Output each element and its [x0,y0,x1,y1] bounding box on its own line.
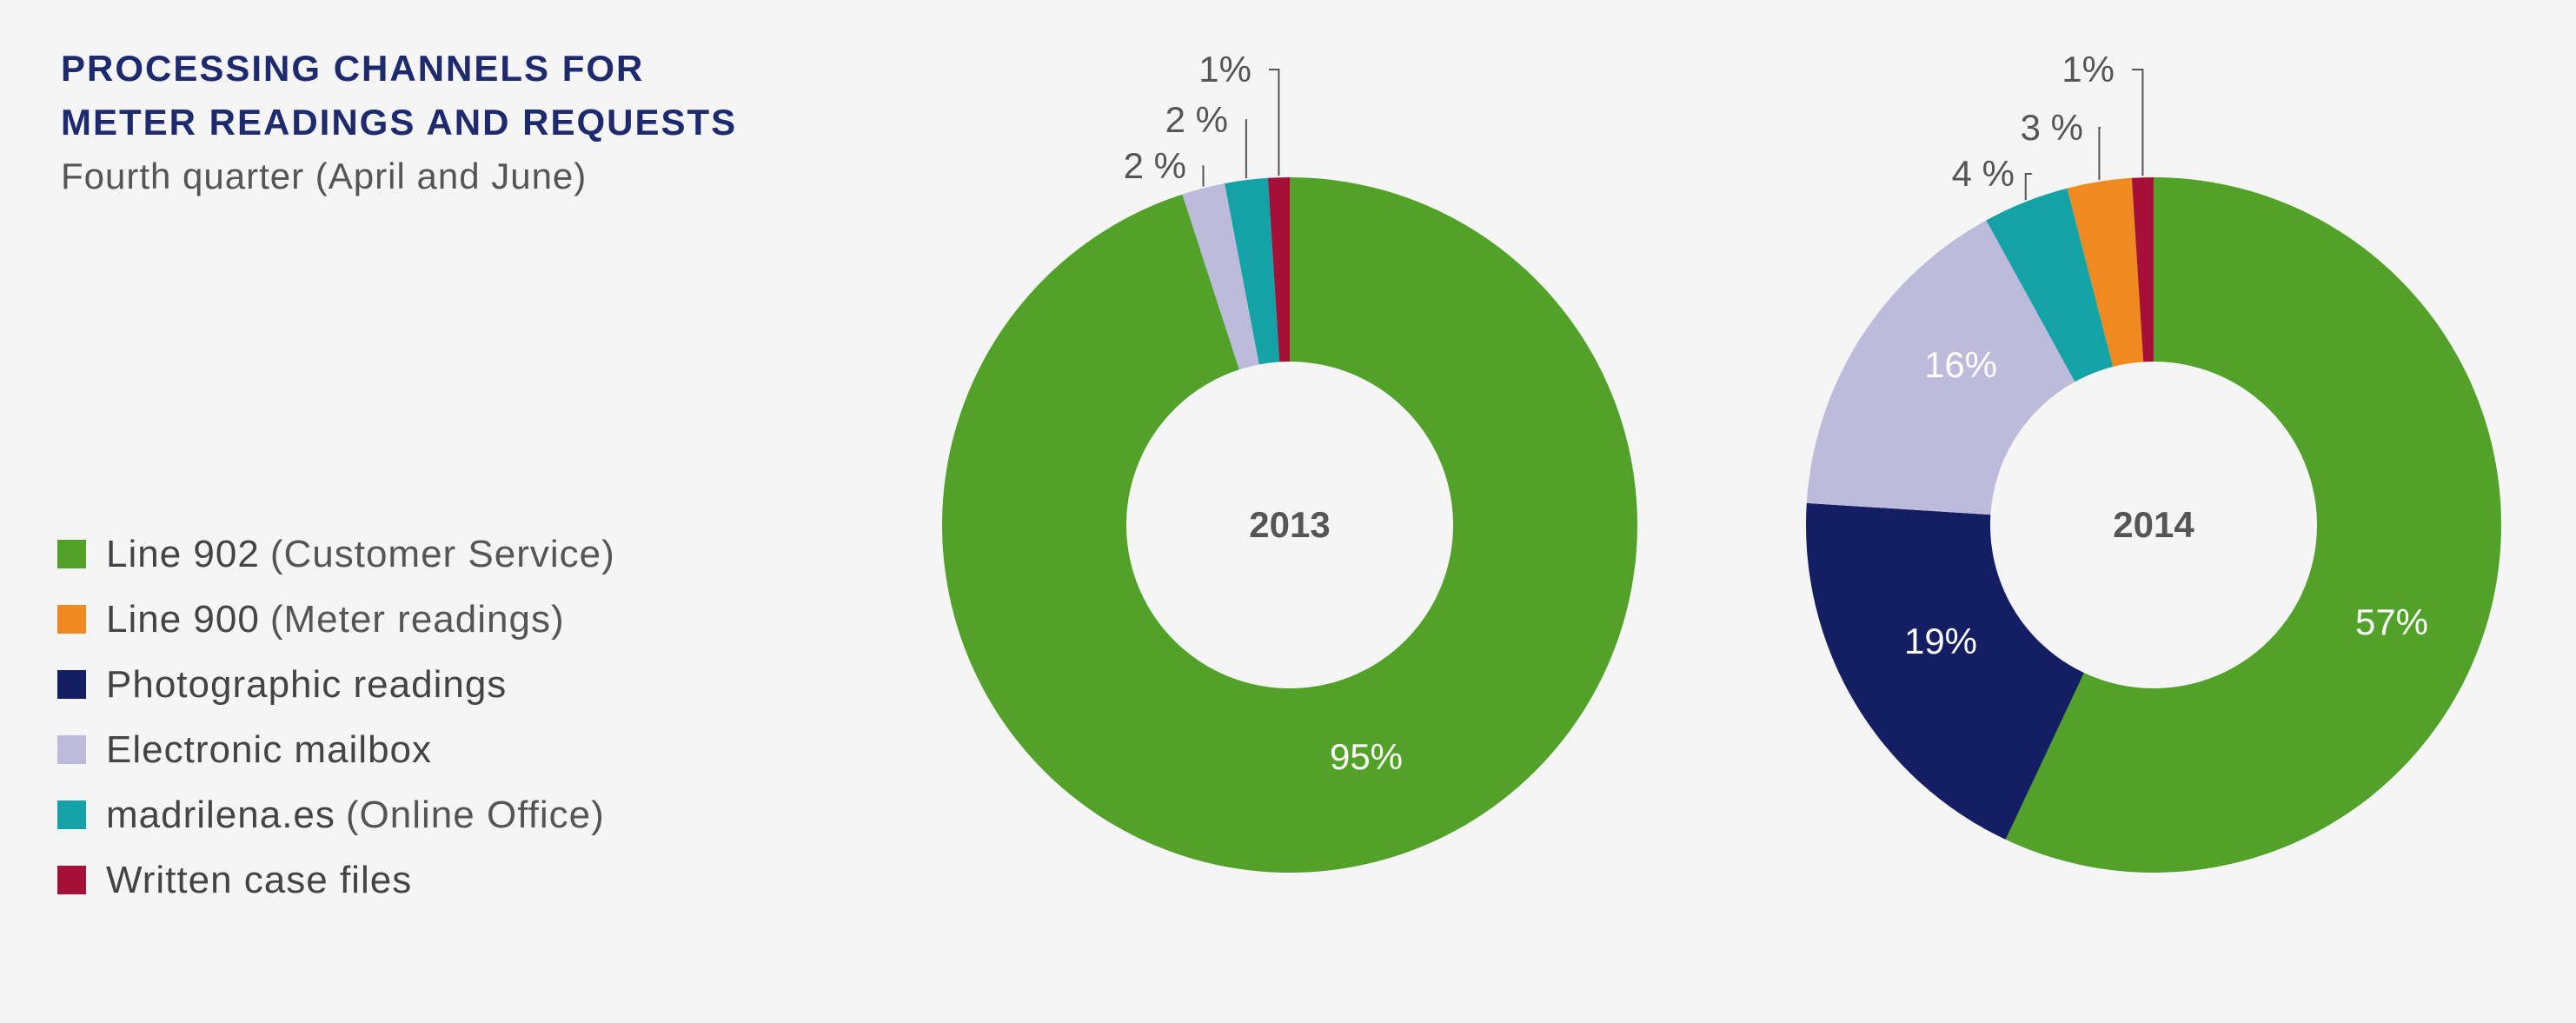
slice-written-case-files [1267,177,1290,362]
donut-chart-2013: 2013 95% 2 % 2 % 1% [941,49,1637,873]
slice-line-902 [941,177,1637,873]
callout-line-line-900 [2098,127,2101,180]
data-label-electronic-mailbox: 2 % [1124,145,1186,186]
legend-swatch [57,605,86,634]
legend-label: Line 902 [106,532,260,575]
data-label-written-case-files: 1% [1198,49,1251,90]
data-label-line-902: 57% [2355,601,2428,642]
slice-madrilena-es [1225,177,1280,365]
donut-center-label: 2013 [1249,504,1330,545]
donut-chart-2014: 2014 57% 19% 16% 4 %3 % 1% [1805,49,2501,873]
legend-swatch [57,800,86,829]
legend-item-photographic-readings: Photographic readings [57,652,615,717]
legend-swatch [57,735,86,764]
donut-center-label: 2014 [2113,504,2194,545]
data-label-line-902: 95% [1330,736,1403,777]
legend-label: madrilena.es [106,793,335,836]
legend-item-line-900: Line 900 (Meter readings) [57,587,615,652]
legend-note: (Online Office) [345,793,605,836]
legend-item-written-case-files: Written case files [57,847,615,913]
data-label-photographic-readings: 19% [1904,621,1977,661]
slice-photographic-readings [1805,502,2084,840]
callout-line-written-case-files [2132,69,2144,176]
slice-line-900 [2067,177,2144,367]
chart-subtitle: Fourth quarter (April and June) [61,156,588,196]
legend-label: Written case files [106,858,413,901]
slice-line-902 [2005,177,2501,873]
legend-note: (Meter readings) [269,597,565,641]
legend-label: Electronic mailbox [106,727,433,771]
legend: Line 902 (Customer Service) Line 900 (Me… [57,521,615,913]
data-label-line-900: 3 % [2021,107,2083,148]
callout-line-madrilena-es [1245,119,1247,179]
slice-electronic-mailbox [1182,183,1259,370]
legend-note: (Customer Service) [269,532,615,575]
callout-line-madrilena-es [2024,173,2032,201]
chart-title-line-2: METER READINGS AND REQUESTS [61,102,738,143]
legend-swatch [57,866,86,894]
legend-item-electronic-mailbox: Electronic mailbox [57,717,615,782]
slice-madrilena-es [1986,188,2114,382]
legend-swatch [57,540,86,568]
legend-label: Photographic readings [106,662,508,706]
slice-electronic-mailbox [1806,220,2075,515]
legend-swatch [57,670,86,699]
data-label-written-case-files: 1% [2061,49,2115,90]
chart-title-line-1: PROCESSING CHANNELS FOR [61,48,645,89]
chart-title-block: PROCESSING CHANNELS FOR METER READINGS A… [61,42,737,203]
data-label-madrilena-es: 4 % [1952,153,2015,194]
data-label-electronic-mailbox: 16% [1924,344,1997,385]
legend-item-online-office: madrilena.es (Online Office) [57,782,615,847]
slice-written-case-files [2131,177,2154,362]
data-label-madrilena-es: 2 % [1165,99,1228,140]
legend-label: Line 900 [106,597,260,641]
callout-line-written-case-files [1269,69,1280,176]
legend-item-line-902: Line 902 (Customer Service) [57,521,615,587]
